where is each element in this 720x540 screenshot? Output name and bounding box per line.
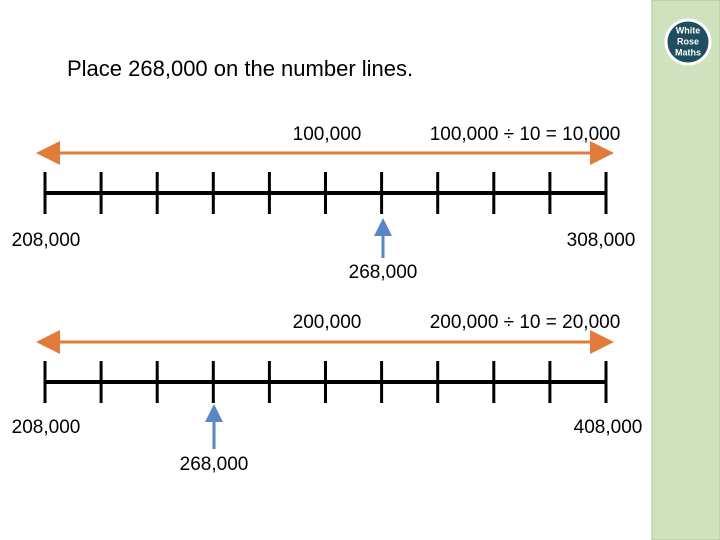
start-label: 208,000 [12,417,81,438]
end-label: 308,000 [567,230,636,251]
end-label: 408,000 [574,417,643,438]
title: Place 268,000 on the number lines. [67,56,413,81]
span-label: 200,000 [293,312,362,333]
number-lines: 100,000 100,000 ÷ 10 = 10,000 208,000 308,0… [12,124,643,475]
start-label: 208,000 [12,230,81,251]
span-label: 100,000 [293,124,362,145]
marker-label: 268,000 [349,262,418,283]
logo-text: White [676,25,701,35]
logo [664,18,712,66]
logo-text: Rose [677,36,699,46]
division-label: 200,000 ÷ 10 = 20,000 [430,312,621,333]
division-label: 100,000 ÷ 10 = 10,000 [430,124,621,145]
logo-text: Maths [675,47,701,57]
marker-label: 268,000 [180,454,249,475]
sidebar [651,0,720,540]
